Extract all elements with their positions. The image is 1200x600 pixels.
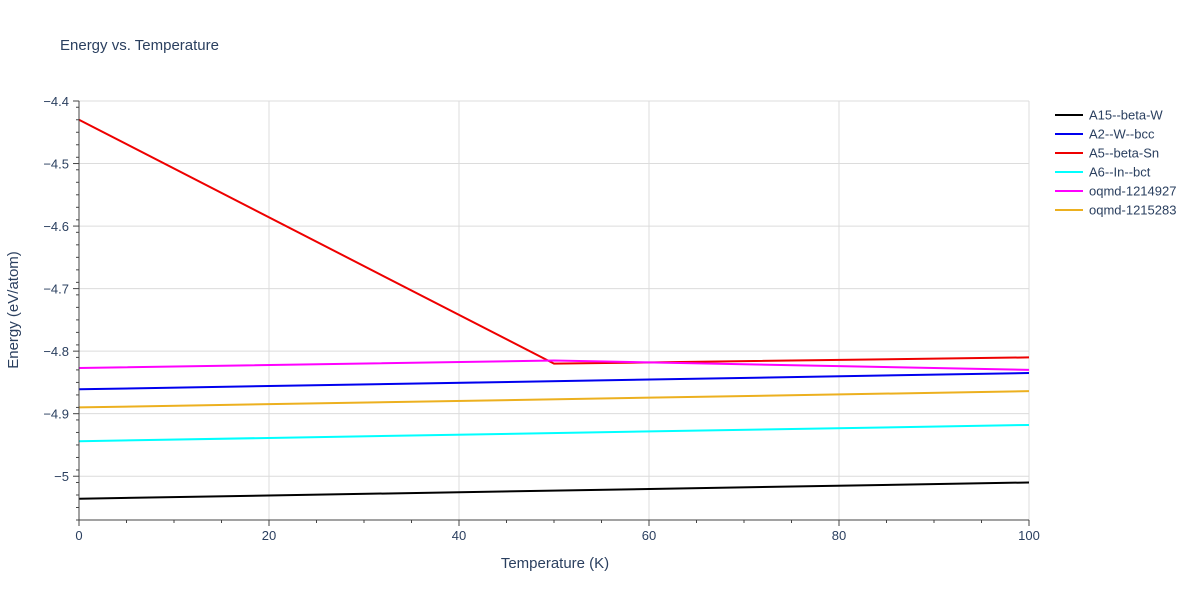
legend-item[interactable]: A5--beta-Sn (1055, 146, 1159, 161)
legend-label: oqmd-1215283 (1089, 203, 1176, 218)
x-axis-title: Temperature (K) (501, 555, 609, 572)
series-line[interactable] (78, 372, 1030, 391)
legend-label: A2--W--bcc (1089, 127, 1155, 142)
legend-item[interactable]: A6--In--bct (1055, 165, 1151, 180)
y-axis-title: Energy (eV/atom) (5, 251, 22, 369)
legend-item[interactable]: A2--W--bcc (1055, 127, 1155, 142)
legend-item[interactable]: oqmd-1214927 (1055, 184, 1176, 199)
legend-label: A5--beta-Sn (1089, 146, 1159, 161)
y-tick-label: −4.8 (43, 344, 69, 359)
grid (79, 100, 1030, 520)
legend-label: A6--In--bct (1089, 165, 1151, 180)
y-tick-label: −4.5 (43, 157, 69, 172)
x-tick-label: 60 (642, 528, 656, 543)
chart-title: Energy vs. Temperature (60, 37, 219, 54)
series-line[interactable] (78, 423, 1030, 443)
plot-area[interactable] (78, 118, 1030, 500)
legend-item[interactable]: A15--beta-W (1055, 108, 1163, 123)
y-tick-label: −5 (54, 469, 69, 484)
y-tick-label: −4.7 (43, 282, 69, 297)
x-tick-label: 20 (262, 528, 276, 543)
series-line[interactable] (78, 359, 1030, 371)
legend-item[interactable]: oqmd-1215283 (1055, 203, 1176, 218)
series-line[interactable] (78, 118, 1030, 365)
legend-label: oqmd-1214927 (1089, 184, 1176, 199)
series-line[interactable] (78, 481, 1030, 500)
series-line[interactable] (78, 390, 1030, 409)
y-tick-label: −4.6 (43, 219, 69, 234)
axes: 0 20 40 60 80 100 −5 −4.9 −4.8 −4.7 −4.6 −4.5 −4.4 (43, 94, 1040, 543)
legend-label: A15--beta-W (1089, 108, 1163, 123)
y-tick-label: −4.4 (43, 94, 69, 109)
legend[interactable]: A15--beta-W A2--W--bcc A5--beta-Sn A6--In--… (1055, 108, 1176, 218)
x-tick-label: 80 (832, 528, 846, 543)
x-tick-label: 40 (452, 528, 466, 543)
x-tick-label: 0 (75, 528, 82, 543)
y-tick-label: −4.9 (43, 407, 69, 422)
x-tick-label: 100 (1018, 528, 1040, 543)
